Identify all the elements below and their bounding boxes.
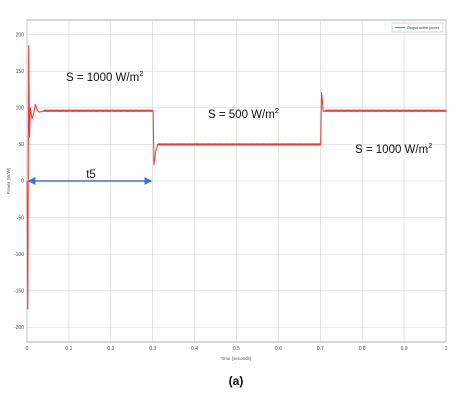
t5-label: t5	[86, 169, 96, 181]
y-tick-label: -150	[14, 288, 24, 294]
y-tick-label: -200	[14, 325, 24, 331]
annotation-irradiance-3-base: S = 1000 W/m	[355, 144, 428, 156]
x-tick-label: 0.5	[233, 346, 240, 352]
x-tick-label: 0.6	[275, 346, 282, 352]
x-tick-label: 0.4	[191, 346, 198, 352]
x-tick-label: 0.7	[317, 346, 324, 352]
legend: Output active power	[391, 22, 444, 33]
x-tick-label: 0.3	[149, 346, 156, 352]
y-tick-label: -100	[14, 252, 24, 258]
y-tick-label: -50	[17, 215, 24, 221]
annotation-irradiance-1: S = 1000 W/m2	[66, 69, 143, 84]
annotation-irradiance-2-base: S = 500 W/m	[208, 109, 275, 121]
annotation-irradiance-1-sup: 2	[139, 69, 143, 78]
x-tick-label: 0.9	[401, 346, 408, 352]
y-tick-label: 200	[16, 32, 25, 38]
x-tick-label: 0.1	[65, 346, 72, 352]
legend-box	[391, 22, 444, 33]
y-tick-label: 100	[16, 106, 25, 112]
annotation-irradiance-2-sup: 2	[275, 106, 279, 115]
y-tick-label: 0	[21, 179, 24, 185]
x-axis-label: Time (seconds)	[221, 356, 252, 361]
x-tick-label: 0.8	[359, 346, 366, 352]
x-tick-label: 0.2	[107, 346, 114, 352]
annotation-irradiance-1-base: S = 1000 W/m	[66, 72, 139, 84]
annotation-irradiance-3-sup: 2	[428, 141, 432, 150]
y-tick-label: 50	[18, 142, 24, 148]
y-tick-label: 150	[16, 69, 25, 75]
y-axis-label: Power (W/W)	[6, 167, 11, 194]
x-tick-label: 1	[445, 346, 448, 352]
annotation-irradiance-3: S = 1000 W/m2	[355, 141, 432, 156]
series-line-output-active-power	[26, 45, 447, 310]
annotation-irradiance-2: S = 500 W/m2	[208, 106, 279, 121]
axis-ticks: -200 -150 -100 -50 0 50 100 150 200 0 0.1 0.2 0.3 0.4…	[14, 32, 448, 352]
figure-caption: (a)	[229, 374, 244, 388]
x-tick-label: 0	[26, 346, 29, 352]
legend-entry: Output active power	[407, 26, 440, 30]
